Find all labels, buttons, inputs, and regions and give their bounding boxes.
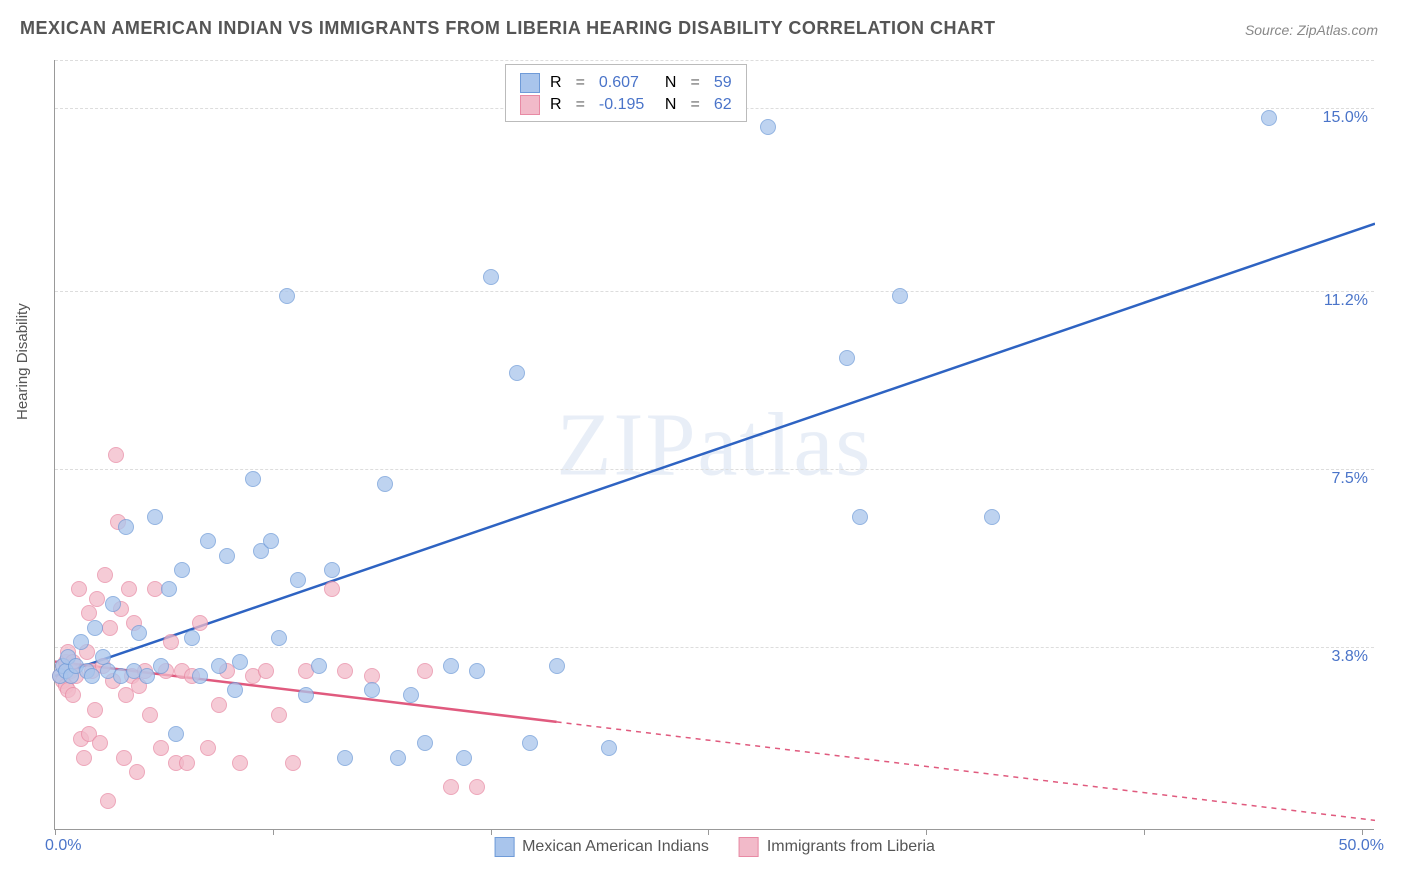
data-point bbox=[245, 471, 261, 487]
data-point bbox=[108, 447, 124, 463]
data-point bbox=[76, 750, 92, 766]
data-point bbox=[227, 682, 243, 698]
data-point bbox=[271, 707, 287, 723]
data-point bbox=[153, 740, 169, 756]
x-axis-max-label: 50.0% bbox=[1339, 837, 1384, 855]
data-point bbox=[89, 591, 105, 607]
data-point bbox=[311, 658, 327, 674]
correlation-legend: R=0.607 N=59 R=-0.195 N=62 bbox=[505, 64, 747, 122]
chart-title: MEXICAN AMERICAN INDIAN VS IMMIGRANTS FR… bbox=[20, 18, 996, 39]
data-point bbox=[298, 687, 314, 703]
data-point bbox=[87, 620, 103, 636]
data-point bbox=[443, 779, 459, 795]
data-point bbox=[483, 269, 499, 285]
legend-item-series-1: Mexican American Indians bbox=[494, 837, 709, 857]
data-point bbox=[522, 735, 538, 751]
data-point bbox=[290, 572, 306, 588]
data-point bbox=[324, 581, 340, 597]
data-point bbox=[192, 615, 208, 631]
data-point bbox=[390, 750, 406, 766]
watermark: ZIPatlas bbox=[557, 393, 873, 496]
data-point bbox=[184, 630, 200, 646]
data-point bbox=[153, 658, 169, 674]
data-point bbox=[258, 663, 274, 679]
data-point bbox=[118, 519, 134, 535]
data-point bbox=[852, 509, 868, 525]
data-point bbox=[417, 663, 433, 679]
x-axis-min-label: 0.0% bbox=[45, 837, 81, 855]
data-point bbox=[279, 288, 295, 304]
data-point bbox=[892, 288, 908, 304]
data-point bbox=[71, 581, 87, 597]
data-point bbox=[87, 702, 103, 718]
data-point bbox=[549, 658, 565, 674]
data-point bbox=[984, 509, 1000, 525]
data-point bbox=[271, 630, 287, 646]
data-point bbox=[168, 726, 184, 742]
swatch-series-1 bbox=[520, 73, 540, 93]
data-point bbox=[211, 697, 227, 713]
data-point bbox=[232, 654, 248, 670]
data-point bbox=[232, 755, 248, 771]
data-point bbox=[337, 663, 353, 679]
data-point bbox=[1261, 110, 1277, 126]
data-point bbox=[377, 476, 393, 492]
data-point bbox=[417, 735, 433, 751]
data-point bbox=[97, 567, 113, 583]
source-attribution: Source: ZipAtlas.com bbox=[1245, 22, 1378, 38]
data-point bbox=[285, 755, 301, 771]
y-axis-label: Hearing Disability bbox=[14, 303, 31, 420]
data-point bbox=[337, 750, 353, 766]
data-point bbox=[509, 365, 525, 381]
data-point bbox=[760, 119, 776, 135]
data-point bbox=[469, 663, 485, 679]
data-point bbox=[324, 562, 340, 578]
data-point bbox=[84, 668, 100, 684]
swatch-series-1-bottom bbox=[494, 837, 514, 857]
data-point bbox=[131, 625, 147, 641]
data-point bbox=[200, 533, 216, 549]
data-point bbox=[200, 740, 216, 756]
legend-item-series-2: Immigrants from Liberia bbox=[739, 837, 935, 857]
data-point bbox=[456, 750, 472, 766]
data-point bbox=[469, 779, 485, 795]
data-point bbox=[179, 755, 195, 771]
swatch-series-2 bbox=[520, 95, 540, 115]
data-point bbox=[601, 740, 617, 756]
data-point bbox=[147, 509, 163, 525]
data-point bbox=[211, 658, 227, 674]
series-legend: Mexican American Indians Immigrants from… bbox=[494, 837, 935, 857]
data-point bbox=[364, 682, 380, 698]
data-point bbox=[65, 687, 81, 703]
data-point bbox=[121, 581, 137, 597]
data-point bbox=[192, 668, 208, 684]
plot-area: ZIPatlas 3.8%7.5%11.2%15.0% 0.0% 50.0% R… bbox=[54, 60, 1374, 830]
data-point bbox=[403, 687, 419, 703]
data-point bbox=[263, 533, 279, 549]
data-point bbox=[219, 548, 235, 564]
data-point bbox=[102, 620, 118, 636]
data-point bbox=[163, 634, 179, 650]
data-point bbox=[116, 750, 132, 766]
legend-row-series-2: R=-0.195 N=62 bbox=[520, 95, 732, 115]
trend-lines bbox=[55, 60, 1375, 830]
legend-row-series-1: R=0.607 N=59 bbox=[520, 73, 732, 93]
swatch-series-2-bottom bbox=[739, 837, 759, 857]
data-point bbox=[105, 596, 121, 612]
data-point bbox=[129, 764, 145, 780]
data-point bbox=[839, 350, 855, 366]
data-point bbox=[443, 658, 459, 674]
data-point bbox=[73, 634, 89, 650]
data-point bbox=[174, 562, 190, 578]
data-point bbox=[161, 581, 177, 597]
data-point bbox=[100, 793, 116, 809]
data-point bbox=[92, 735, 108, 751]
data-point bbox=[142, 707, 158, 723]
